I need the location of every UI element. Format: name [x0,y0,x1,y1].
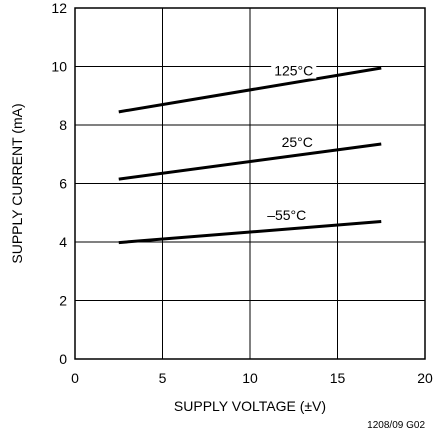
x-tick-label: 15 [330,370,346,386]
y-tick-label: 2 [59,293,67,309]
x-axis-title: SUPPLY VOLTAGE (±V) [174,398,326,414]
figure-code: 1208/09 G02 [367,420,425,431]
x-tick-label: 0 [71,370,79,386]
y-tick-label: 12 [51,0,67,16]
y-axis-title: SUPPLY CURRENT (mA) [9,103,25,263]
series-lines [118,66,382,245]
y-tick-label: 4 [59,234,67,250]
series-line [118,66,382,114]
y-tick-label: 6 [59,176,67,192]
grid [75,8,425,359]
tick-labels: 0 5 10 15 20 0 2 4 6 8 10 12 [51,0,433,386]
series-label-background [271,62,317,79]
x-tick-label: 5 [159,370,167,386]
y-tick-label: 0 [59,351,67,367]
plot-frame [74,7,426,360]
series-line [118,142,382,181]
y-tick-label: 8 [59,117,67,133]
y-tick-label: 10 [51,59,67,75]
series-label: –55°C [267,207,306,223]
series-line [118,220,382,245]
x-tick-label: 10 [242,370,258,386]
x-tick-label: 20 [417,370,433,386]
series-labels: 125°C 25°C –55°C [267,62,317,223]
series-label: 25°C [282,134,313,150]
series-label: 125°C [274,63,313,79]
